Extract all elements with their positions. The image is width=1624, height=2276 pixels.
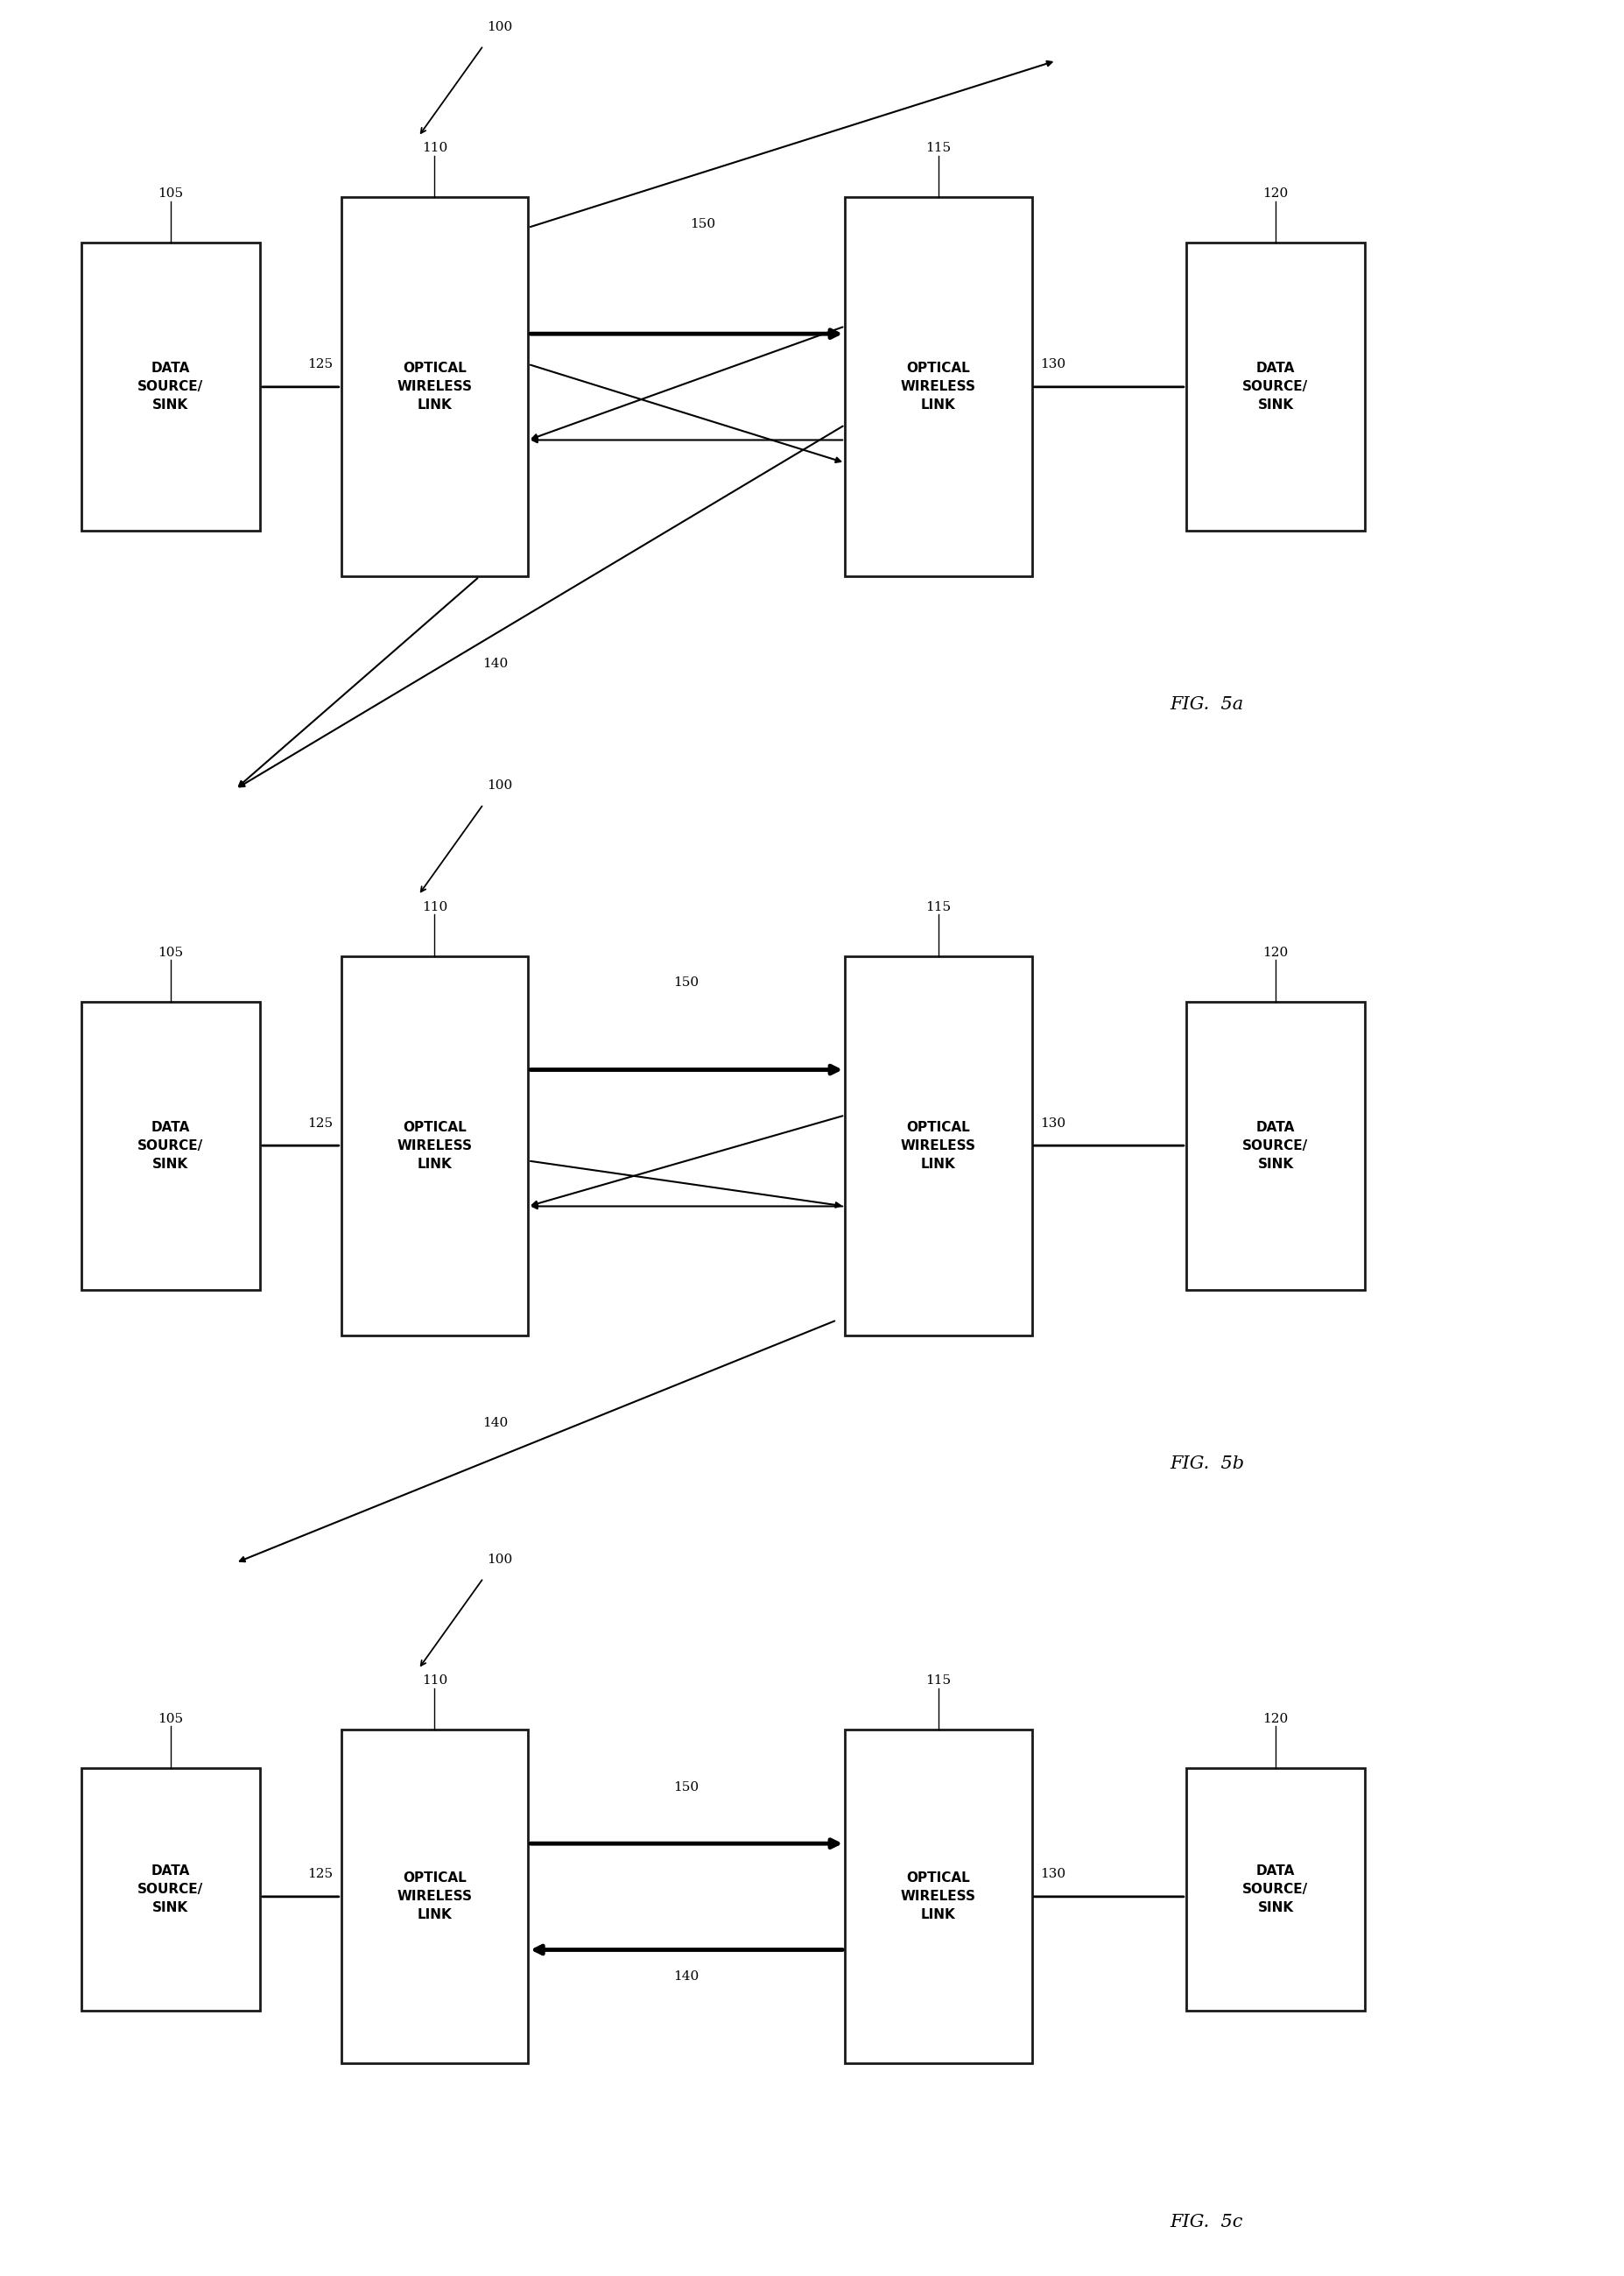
Text: 105: 105 xyxy=(158,1712,184,1725)
Text: FIG.  5c: FIG. 5c xyxy=(1169,2215,1242,2230)
Text: 140: 140 xyxy=(674,1971,698,1982)
Text: 105: 105 xyxy=(158,947,184,958)
Text: DATA
SOURCE/
SINK: DATA SOURCE/ SINK xyxy=(138,1864,203,1914)
Bar xyxy=(341,198,528,576)
Text: OPTICAL
WIRELESS
LINK: OPTICAL WIRELESS LINK xyxy=(396,362,473,412)
Text: 120: 120 xyxy=(1262,947,1288,958)
Text: DATA
SOURCE/
SINK: DATA SOURCE/ SINK xyxy=(138,1120,203,1170)
Text: DATA
SOURCE/
SINK: DATA SOURCE/ SINK xyxy=(138,362,203,412)
Text: FIG.  5a: FIG. 5a xyxy=(1169,696,1242,712)
Text: DATA
SOURCE/
SINK: DATA SOURCE/ SINK xyxy=(1242,362,1307,412)
Text: 115: 115 xyxy=(926,1675,950,1687)
Text: 130: 130 xyxy=(1039,1118,1065,1129)
Text: 115: 115 xyxy=(926,141,950,155)
Text: OPTICAL
WIRELESS
LINK: OPTICAL WIRELESS LINK xyxy=(396,1871,473,1921)
Bar xyxy=(1186,1001,1364,1290)
Bar xyxy=(81,244,260,530)
Bar xyxy=(844,956,1031,1336)
Text: 150: 150 xyxy=(690,218,715,230)
Bar xyxy=(81,1768,260,2010)
Text: OPTICAL
WIRELESS
LINK: OPTICAL WIRELESS LINK xyxy=(396,1120,473,1170)
Text: 110: 110 xyxy=(422,901,447,913)
Text: 110: 110 xyxy=(422,141,447,155)
Bar xyxy=(1186,1768,1364,2010)
Text: FIG.  5b: FIG. 5b xyxy=(1169,1454,1244,1473)
Text: 125: 125 xyxy=(307,357,333,371)
Text: OPTICAL
WIRELESS
LINK: OPTICAL WIRELESS LINK xyxy=(900,362,976,412)
Text: 140: 140 xyxy=(482,658,508,669)
Text: OPTICAL
WIRELESS
LINK: OPTICAL WIRELESS LINK xyxy=(900,1120,976,1170)
Text: 120: 120 xyxy=(1262,187,1288,200)
Text: 150: 150 xyxy=(674,1780,698,1793)
Bar xyxy=(844,1730,1031,2064)
Text: 110: 110 xyxy=(422,1675,447,1687)
Text: 125: 125 xyxy=(307,1118,333,1129)
Bar xyxy=(1186,244,1364,530)
Text: 105: 105 xyxy=(158,187,184,200)
Text: 100: 100 xyxy=(487,20,512,32)
Bar xyxy=(341,956,528,1336)
Bar xyxy=(844,198,1031,576)
Text: 125: 125 xyxy=(307,1869,333,1880)
Text: 120: 120 xyxy=(1262,1712,1288,1725)
Text: 100: 100 xyxy=(487,1552,512,1566)
Text: 140: 140 xyxy=(482,1416,508,1429)
Bar xyxy=(341,1730,528,2064)
Text: 130: 130 xyxy=(1039,1869,1065,1880)
Text: OPTICAL
WIRELESS
LINK: OPTICAL WIRELESS LINK xyxy=(900,1871,976,1921)
Text: 100: 100 xyxy=(487,778,512,792)
Bar xyxy=(81,1001,260,1290)
Text: DATA
SOURCE/
SINK: DATA SOURCE/ SINK xyxy=(1242,1120,1307,1170)
Text: DATA
SOURCE/
SINK: DATA SOURCE/ SINK xyxy=(1242,1864,1307,1914)
Text: 115: 115 xyxy=(926,901,950,913)
Text: 130: 130 xyxy=(1039,357,1065,371)
Text: 150: 150 xyxy=(674,976,698,988)
